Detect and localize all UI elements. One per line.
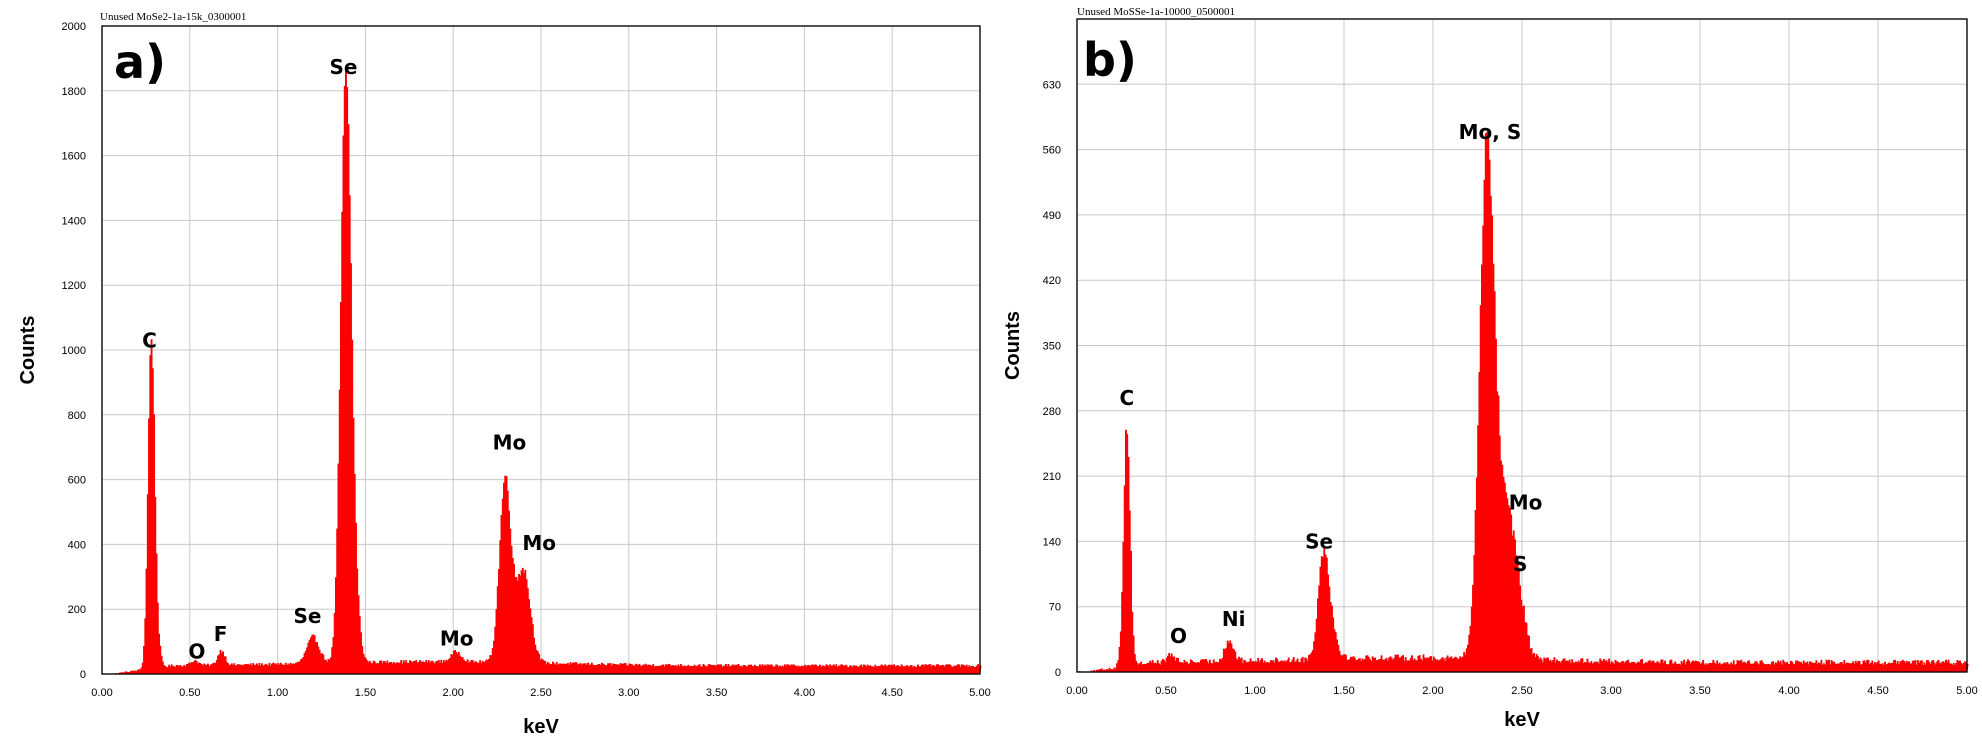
spectrum-panel-b: 0.00 0.50 1.00 1.50 2.00 2.50 3.00 3.50 4.00 4.50… — [991, 0, 1982, 756]
peak-label: F — [214, 622, 228, 646]
x-tick-label: 5.00 — [1956, 685, 1977, 697]
x-tick-label: 3.50 — [1689, 685, 1710, 697]
spectrum-file-label: Unused MoSSe-1a-10000_0500001 — [1077, 6, 1235, 18]
x-tick-label: 4.50 — [881, 687, 902, 699]
y-tick-label: 490 — [1043, 210, 1061, 222]
y-tick-label: 630 — [1043, 79, 1061, 91]
peak-label: Mo — [493, 431, 527, 455]
spectrum-panel-a: 0.00 0.50 1.00 1.50 2.00 2.50 3.00 3.50 4.00 4.50… — [17, 11, 991, 738]
peak-label: S — [1513, 552, 1527, 576]
y-tick-label: 1200 — [62, 280, 86, 292]
x-tick-label: 0.00 — [91, 687, 112, 699]
y-axis-title: Counts — [17, 316, 39, 385]
x-tick-label: 4.00 — [1778, 685, 1799, 697]
y-tick-label: 200 — [68, 604, 86, 616]
y-tick-label: 210 — [1043, 471, 1061, 483]
x-tick-label: 1.50 — [1333, 685, 1354, 697]
y-tick-label: 2000 — [62, 21, 86, 33]
y-tick-label: 400 — [68, 539, 86, 551]
y-tick-label: 0 — [80, 669, 86, 681]
x-tick-label: 2.50 — [1511, 685, 1532, 697]
peak-label: Mo — [440, 627, 474, 651]
peak-label: O — [1170, 624, 1187, 648]
peak-label: Mo — [522, 531, 556, 555]
y-tick-label: 420 — [1043, 275, 1061, 287]
plot-border — [1076, 18, 1968, 673]
x-tick-label: 3.00 — [618, 687, 639, 699]
x-axis-title: keV — [1504, 709, 1540, 731]
chart-a-svg: 0.00 0.50 1.00 1.50 2.00 2.50 3.00 3.50 4.00 4.50… — [17, 11, 991, 738]
peak-label: Mo — [1509, 490, 1543, 514]
y-tick-label: 1400 — [62, 215, 86, 227]
x-tick-label: 1.00 — [267, 687, 288, 699]
y-tick-label: 560 — [1043, 145, 1061, 157]
y-axis-title: Counts — [1002, 311, 1024, 380]
x-tick-label: 2.00 — [442, 687, 463, 699]
y-tick-label: 140 — [1043, 536, 1061, 548]
x-tick-label: 5.00 — [969, 687, 990, 699]
peak-label: Se — [293, 604, 321, 628]
y-tick-label: 800 — [68, 410, 86, 422]
x-tick-label: 0.00 — [1066, 685, 1087, 697]
chart-b-svg: 0.00 0.50 1.00 1.50 2.00 2.50 3.00 3.50 4.00 4.50… — [1002, 6, 1978, 731]
x-tick-label: 1.00 — [1244, 685, 1265, 697]
y-tick-label: 1000 — [62, 345, 86, 357]
x-tick-label: 3.00 — [1600, 685, 1621, 697]
x-tick-label: 3.50 — [706, 687, 727, 699]
peak-label: Se — [1305, 530, 1333, 554]
spectrum-series — [101, 65, 982, 675]
y-tick-label: 280 — [1043, 406, 1061, 418]
peak-label: O — [188, 640, 205, 664]
spectrum-series — [1077, 131, 1969, 673]
y-tick-label: 0 — [1055, 667, 1061, 679]
peak-label: C — [1119, 386, 1134, 410]
x-tick-label: 4.00 — [794, 687, 815, 699]
y-tick-label: 600 — [68, 475, 86, 487]
x-tick-label: 0.50 — [179, 687, 200, 699]
x-axis-title: keV — [523, 716, 559, 738]
y-tick-label: 350 — [1043, 341, 1061, 353]
spectrum-file-label: Unused MoSe2-1a-15k_0300001 — [100, 11, 246, 23]
panel-letter: a) — [114, 35, 166, 89]
y-tick-label: 1600 — [62, 151, 86, 163]
panel-letter: b) — [1083, 33, 1137, 87]
peak-label: C — [142, 329, 157, 353]
y-tick-label: 1800 — [62, 86, 86, 98]
x-tick-label: 4.50 — [1867, 685, 1888, 697]
peak-label: Ni — [1222, 607, 1246, 631]
x-tick-label: 2.00 — [1422, 685, 1443, 697]
peak-label: Mo, S — [1459, 120, 1522, 144]
y-tick-label: 70 — [1049, 602, 1061, 614]
x-tick-label: 0.50 — [1155, 685, 1176, 697]
x-tick-label: 1.50 — [355, 687, 376, 699]
x-tick-label: 2.50 — [530, 687, 551, 699]
plot-border — [101, 25, 981, 675]
peak-label: Se — [329, 55, 357, 79]
